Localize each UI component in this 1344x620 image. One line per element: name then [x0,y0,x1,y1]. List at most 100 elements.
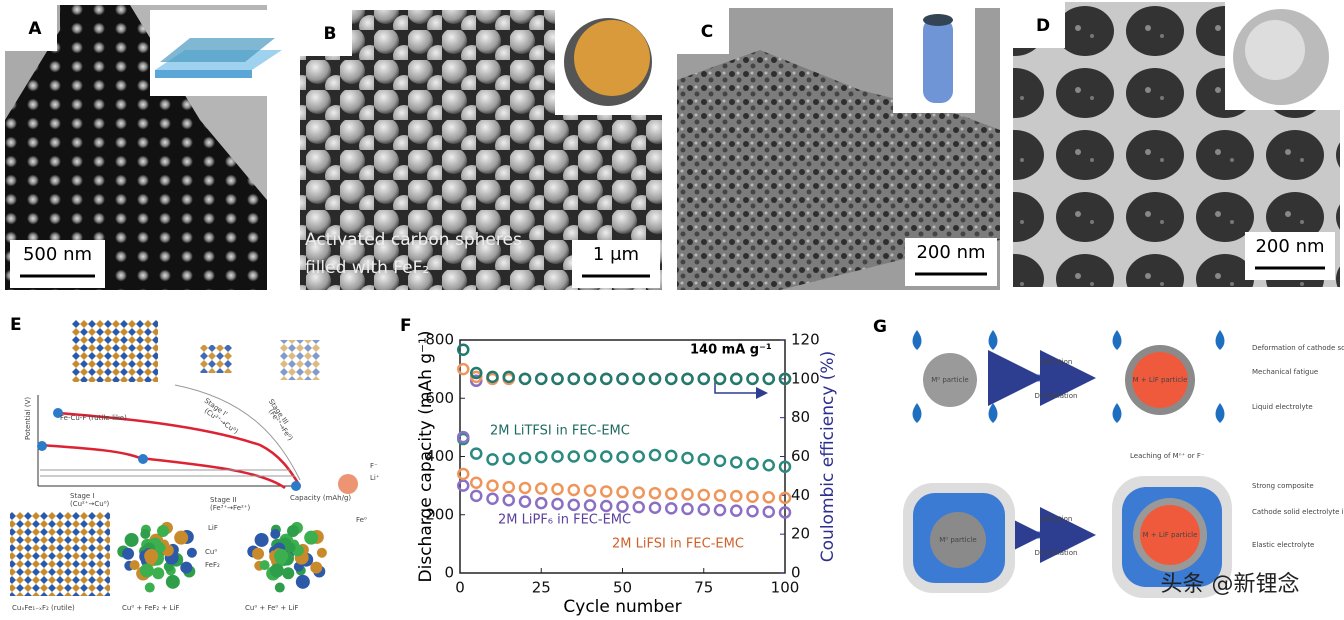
diagram-label: Potential (V) [24,397,32,440]
diagram-label: Cathode solid electrolyte interface [1252,508,1344,516]
panel-label: A [28,19,42,39]
data-point [665,449,678,463]
voltage-curve [57,411,302,487]
data-point [632,500,645,514]
annotation-arrow [714,378,768,399]
scale-bar-label: 500 nm [23,244,92,265]
data-point [616,500,629,513]
data-point [486,453,499,466]
diagram-label: M + LiF particle [1133,376,1188,384]
data-point [583,484,597,497]
data-point [551,450,564,463]
data-point [697,488,710,502]
cluster-particle [252,547,265,560]
panel-label: F [400,316,412,336]
data-point [697,453,710,466]
data-point [648,501,662,515]
label-box [5,5,57,51]
data-point [665,487,678,501]
data-point [486,370,499,384]
diagram-label: Mechanical fatigue [1252,368,1318,376]
y2-tick-label: 60 [791,447,810,465]
y2-tick-label: 20 [791,525,810,543]
data-point [730,489,743,503]
x-tick-label: 100 [771,579,800,597]
data-point [470,374,483,388]
data-point [600,499,613,513]
data-point [713,503,727,517]
diagram-label: Capacity (mAh/g) [290,494,351,502]
data-point [681,488,694,501]
cluster-particle [259,560,270,571]
diagram-label: Lithiation [1040,515,1073,523]
data-point [746,457,759,471]
texts: A 500 nm B 1 μm Activated carbon spheres fill… [5,2,1344,617]
y-axis-label: Discharge capacity (mAh g⁻¹) [416,331,436,583]
point [53,408,63,418]
diagram-label: De-lithiation [1035,549,1078,557]
data-point [535,372,548,386]
data-point [457,479,470,492]
data-point [457,430,470,444]
data-point [762,372,775,386]
diagram-label: Lithiation [1040,358,1073,366]
cluster-particle [274,548,289,563]
data-point [600,372,613,386]
data-point [648,486,662,500]
caption: filled with FeF₂ [305,258,429,278]
diagram-label: Strong composite [1252,482,1314,490]
cluster-particle [144,548,159,563]
cluster-particle [282,567,295,580]
data-point [746,505,759,518]
diagram-label: Leaching of Mⁿ⁺ or F⁻ [1130,452,1205,460]
data-point [600,450,613,463]
y2-tick-label: 80 [791,408,810,426]
y-tick-label: 0 [444,564,454,582]
crystal-structure [72,320,158,382]
data-point [762,505,775,519]
inset-tube [893,8,975,113]
data-point [648,448,662,462]
cluster-particle [155,542,166,553]
data-point [681,372,694,386]
cluster-particle [270,528,281,539]
diagram-label: Stage I [70,492,95,500]
diagram-label: Stage II [210,496,237,504]
label-box [677,8,729,54]
scale-box [1245,232,1335,280]
x-tick-label: 25 [532,579,551,597]
data-point [470,489,483,503]
data-point [470,476,483,489]
diagram-label: F⁻ [370,462,378,470]
diagram-label: (Fe³⁺→Fe²⁺) [210,504,250,512]
data-point [457,467,470,481]
data-point [518,481,532,495]
watermark: 头条 @新锂念 [1161,572,1300,597]
x-tick-label: 75 [694,579,713,597]
data-point [457,362,470,376]
cluster-particle [174,530,189,545]
point [291,481,301,491]
data-point [632,372,645,386]
series-label: 2M LiPF₆ in FEC-EMC [498,513,631,528]
data-point [583,499,597,512]
data-point [518,372,532,386]
data-point [616,450,629,464]
inset-ball [1225,2,1340,110]
y2-tick-label: 40 [791,486,810,504]
cluster-particle [274,582,285,593]
panel-label: C [701,22,713,42]
electrolyte-drop [1112,403,1122,423]
electrolyte-drop [912,330,922,350]
scale-bar-label: 1 μm [593,244,639,265]
scale-bar-label: 200 nm [916,242,985,263]
data-point [762,458,775,472]
cluster-particle [140,528,151,539]
diagram-label: Deformation of cathode solid electrolyte… [1252,344,1344,352]
data-point [567,498,580,512]
data-point [567,483,580,497]
cluster-particle [304,530,319,545]
panel-g [903,330,1232,598]
panel-label: B [324,24,337,44]
